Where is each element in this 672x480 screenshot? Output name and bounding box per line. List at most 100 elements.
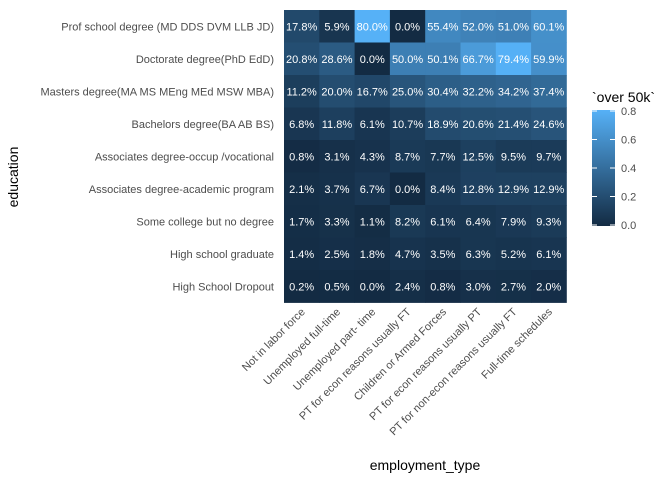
heatmap-cell	[531, 237, 567, 271]
heatmap-cell	[389, 107, 426, 141]
heatmap-cell-label: 1.8%	[360, 249, 385, 261]
y-tick-label: High school graduate	[170, 249, 274, 261]
heatmap-cell	[319, 75, 355, 108]
heatmap-cell	[354, 270, 391, 303]
heatmap-cells	[284, 10, 567, 303]
heatmap-cell-label: 28.6%	[321, 54, 352, 66]
y-tick-label: Bachelors degree(BA AB BS)	[132, 119, 274, 131]
heatmap-cell-label: 80.0%	[357, 21, 388, 33]
heatmap-cell	[389, 75, 426, 108]
heatmap-cell-label: 3.0%	[466, 281, 491, 293]
heatmap-cell-label: 0.8%	[289, 151, 314, 163]
heatmap-cell	[319, 42, 355, 76]
heatmap-cell-label: 0.0%	[395, 21, 420, 33]
heatmap-cell-label: 12.9%	[533, 184, 564, 196]
heatmap-cell-label: 7.7%	[430, 151, 455, 163]
legend-title: `over 50k`	[592, 89, 655, 105]
heatmap-cell-label: 3.7%	[324, 184, 349, 196]
heatmap-cell-label: 16.7%	[357, 86, 388, 98]
heatmap-cell-label: 20.8%	[286, 54, 317, 66]
heatmap-cell-label: 6.1%	[360, 119, 385, 131]
heatmap-cell-label: 2.4%	[395, 281, 420, 293]
heatmap-cell	[284, 10, 320, 43]
heatmap-cell	[495, 107, 532, 141]
heatmap-cell-label: 9.3%	[536, 216, 561, 228]
heatmap-cell-label: 5.2%	[501, 249, 526, 261]
heatmap-cell-label: 6.1%	[536, 249, 561, 261]
heatmap-cell	[284, 107, 320, 141]
heatmap-cell-label: 1.4%	[289, 249, 314, 261]
heatmap-cell-label: 2.5%	[324, 249, 349, 261]
heatmap-cell	[354, 205, 391, 238]
heatmap-cell-label: 12.9%	[498, 184, 529, 196]
heatmap-cell-label: 1.1%	[360, 216, 385, 228]
heatmap-cell-label: 60.1%	[533, 21, 564, 33]
heatmap-cell	[460, 10, 497, 43]
heatmap-cell-label: 18.9%	[427, 119, 458, 131]
heatmap-cell-label: 52.0%	[463, 21, 494, 33]
heatmap-cell	[354, 172, 391, 206]
heatmap-cell	[425, 42, 461, 76]
heatmap-cell	[425, 140, 461, 173]
heatmap-cell-label: 12.8%	[463, 184, 494, 196]
y-tick-label: Doctorate degree(PhD EdD)	[136, 54, 274, 66]
heatmap-cell-label: 6.4%	[466, 216, 491, 228]
heatmap-cell-label: 32.2%	[463, 86, 494, 98]
heatmap-cell	[284, 42, 320, 76]
heatmap-cell	[425, 205, 461, 238]
heatmap-cell-label: 37.4%	[533, 86, 564, 98]
heatmap-cell	[389, 140, 426, 173]
heatmap-cell	[354, 75, 391, 108]
heatmap-cell	[425, 270, 461, 303]
heatmap-cell	[425, 10, 461, 43]
heatmap-cell-label: 8.2%	[395, 216, 420, 228]
heatmap-cell	[319, 10, 355, 43]
heatmap-cell	[495, 10, 532, 43]
heatmap-cell-label: 2.1%	[289, 184, 314, 196]
heatmap-cell	[354, 237, 391, 271]
heatmap-cell	[284, 237, 320, 271]
heatmap-cell	[389, 205, 426, 238]
heatmap-cell	[389, 172, 426, 206]
heatmap-cell	[531, 270, 567, 303]
heatmap-cell	[460, 172, 497, 206]
heatmap-cell	[495, 205, 532, 238]
heatmap-cell-label: 2.7%	[501, 281, 526, 293]
legend-tick-label: 0.6	[621, 135, 636, 147]
heatmap-cell-label: 20.0%	[321, 86, 352, 98]
heatmap-cell-label: 6.3%	[466, 249, 491, 261]
heatmap-cell-label: 66.7%	[463, 54, 494, 66]
heatmap-cell-label: 17.8%	[286, 21, 317, 33]
heatmap-cell	[425, 172, 461, 206]
x-tick-label: Not in labor force	[240, 306, 308, 374]
heatmap-cell	[460, 205, 497, 238]
heatmap-cell	[319, 172, 355, 206]
heatmap-cell	[284, 205, 320, 238]
heatmap-cell-label: 0.5%	[324, 281, 349, 293]
heatmap-cell	[284, 270, 320, 303]
heatmap-cell	[354, 107, 391, 141]
heatmap-cell	[495, 42, 532, 76]
heatmap-cell-label: 6.8%	[289, 119, 314, 131]
y-tick-label: Masters degree(MA MS MEng MEd MSW MBA)	[41, 86, 275, 98]
heatmap-cell	[460, 75, 497, 108]
heatmap-cell-label: 0.0%	[360, 54, 385, 66]
heatmap-cell-label: 34.2%	[498, 86, 529, 98]
heatmap-cell	[531, 140, 567, 173]
heatmap-cell	[495, 172, 532, 206]
heatmap-cell-label: 0.0%	[395, 184, 420, 196]
y-tick-label: High School Dropout	[172, 281, 274, 293]
heatmap-cell-label: 6.7%	[360, 184, 385, 196]
heatmap-cell	[531, 42, 567, 76]
heatmap-cell-label: 0.0%	[360, 281, 385, 293]
x-tick-label: Full-time schedules	[479, 306, 555, 382]
heatmap-cell-label: 25.0%	[392, 86, 423, 98]
heatmap-cell	[460, 270, 497, 303]
y-tick-label: Associates degree-occup /vocational	[95, 151, 274, 163]
y-tick-label: Associates degree-academic program	[89, 184, 274, 196]
heatmap-cell	[531, 205, 567, 238]
heatmap-cell-label: 50.0%	[392, 54, 423, 66]
heatmap-cell	[284, 75, 320, 108]
heatmap-cell-label: 0.2%	[289, 281, 314, 293]
heatmap-cell	[495, 140, 532, 173]
